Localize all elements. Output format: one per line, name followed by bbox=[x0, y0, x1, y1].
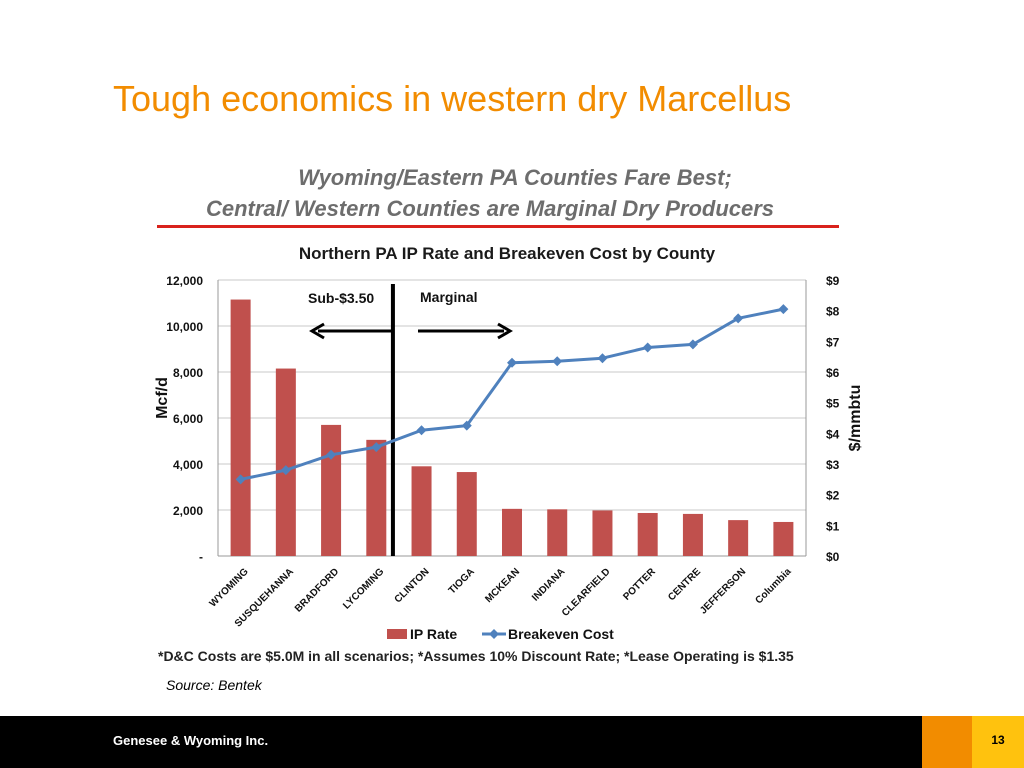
bar-ip-rate bbox=[728, 520, 749, 556]
legend-label-breakeven-cost: Breakeven Cost bbox=[508, 626, 614, 642]
y-right-axis-label: $/mmbtu bbox=[847, 385, 864, 452]
y-right-tick-label: $4 bbox=[826, 427, 840, 441]
x-tick-label: TIOGA bbox=[447, 566, 477, 596]
x-tick-label: INDIANA bbox=[530, 566, 567, 603]
point-breakeven-cost bbox=[461, 420, 472, 431]
page-number: 13 bbox=[991, 733, 1005, 747]
y-right-tick-label: $3 bbox=[826, 458, 840, 472]
point-breakeven-cost bbox=[235, 474, 246, 485]
red-divider bbox=[157, 225, 839, 228]
y-right-tick-label: $0 bbox=[826, 550, 840, 564]
arrow-left-head bbox=[309, 322, 325, 340]
y-left-tick-label: 12,000 bbox=[166, 274, 203, 288]
annotation-sub-350: Sub-$3.50 bbox=[308, 290, 374, 306]
arrow-right-head bbox=[497, 322, 513, 340]
x-tick-label: JEFFERSON bbox=[698, 566, 748, 616]
bar-ip-rate bbox=[366, 439, 387, 556]
legend-swatch-breakeven-marker bbox=[489, 629, 499, 639]
x-tick-label: WYOMING bbox=[208, 566, 251, 609]
chart-title: Northern PA IP Rate and Breakeven Cost b… bbox=[299, 244, 716, 263]
x-tick-label: LYCOMING bbox=[341, 566, 386, 611]
point-breakeven-cost bbox=[597, 353, 608, 364]
point-breakeven-cost bbox=[552, 356, 563, 367]
footer-company-name: Genesee & Wyoming Inc. bbox=[113, 733, 269, 748]
bar-ip-rate bbox=[592, 510, 613, 556]
bar-ip-rate bbox=[321, 424, 342, 556]
y-left-tick-label: - bbox=[199, 550, 203, 564]
bar-ip-rate bbox=[637, 512, 658, 556]
x-tick-label: POTTER bbox=[621, 566, 658, 603]
y-right-tick-label: $8 bbox=[826, 305, 840, 319]
bar-ip-rate bbox=[773, 521, 794, 556]
point-breakeven-cost bbox=[280, 465, 291, 476]
chart-heading-line2: Central/ Western Counties are Marginal D… bbox=[205, 196, 775, 221]
point-breakeven-cost bbox=[326, 449, 337, 460]
y-left-tick-label: 10,000 bbox=[166, 320, 203, 334]
y-left-tick-label: 4,000 bbox=[173, 458, 203, 472]
bar-ip-rate bbox=[456, 472, 477, 556]
legend-label-ip-rate: IP Rate bbox=[410, 626, 457, 642]
slide-title: Tough economics in western dry Marcellus bbox=[113, 78, 792, 119]
y-right-tick-label: $5 bbox=[826, 397, 840, 411]
footer-yellow-block bbox=[972, 716, 1024, 768]
y-right-tick-label: $7 bbox=[826, 335, 840, 349]
y-right-tick-label: $6 bbox=[826, 366, 840, 380]
ip-rate-breakeven-chart: Northern PA IP Rate and Breakeven Cost b… bbox=[154, 244, 864, 642]
point-breakeven-cost bbox=[416, 425, 427, 436]
bar-ip-rate bbox=[411, 466, 432, 556]
footer-orange-block bbox=[922, 716, 972, 768]
bar-ip-rate bbox=[275, 368, 296, 556]
footer-bar bbox=[0, 716, 1024, 768]
x-tick-label: MCKEAN bbox=[483, 566, 522, 605]
x-tick-label: Columbia bbox=[754, 566, 794, 606]
x-tick-label: BRADFORD bbox=[293, 566, 341, 614]
bar-ip-rate bbox=[682, 513, 703, 556]
y-left-tick-label: 8,000 bbox=[173, 366, 203, 380]
point-breakeven-cost bbox=[507, 357, 517, 368]
y-right-tick-label: $2 bbox=[826, 489, 840, 503]
bar-ip-rate bbox=[230, 299, 251, 556]
annotation-marginal: Marginal bbox=[420, 289, 478, 305]
x-tick-label: CLEARFIELD bbox=[560, 566, 613, 619]
point-breakeven-cost bbox=[642, 342, 653, 353]
x-tick-label: CENTRE bbox=[666, 566, 703, 603]
bar-ip-rate bbox=[502, 508, 522, 556]
chart-heading-line1: Wyoming/Eastern PA Counties Fare Best; bbox=[298, 165, 732, 190]
source-note: Source: Bentek bbox=[166, 677, 262, 693]
y-left-axis-label: Mcf/d bbox=[154, 377, 171, 419]
bar-ip-rate bbox=[547, 509, 568, 556]
y-right-tick-label: $1 bbox=[826, 519, 840, 533]
y-left-tick-label: 6,000 bbox=[173, 412, 203, 426]
y-left-tick-label: 2,000 bbox=[173, 504, 203, 518]
point-breakeven-cost bbox=[371, 442, 382, 453]
point-breakeven-cost bbox=[778, 304, 789, 315]
point-breakeven-cost bbox=[687, 339, 698, 350]
legend-swatch-ip-rate bbox=[387, 629, 407, 639]
point-breakeven-cost bbox=[733, 313, 744, 324]
y-right-tick-label: $9 bbox=[826, 274, 840, 288]
chart-footnote: *D&C Costs are $5.0M in all scenarios; *… bbox=[158, 648, 794, 664]
x-tick-label: CLINTON bbox=[393, 566, 432, 605]
